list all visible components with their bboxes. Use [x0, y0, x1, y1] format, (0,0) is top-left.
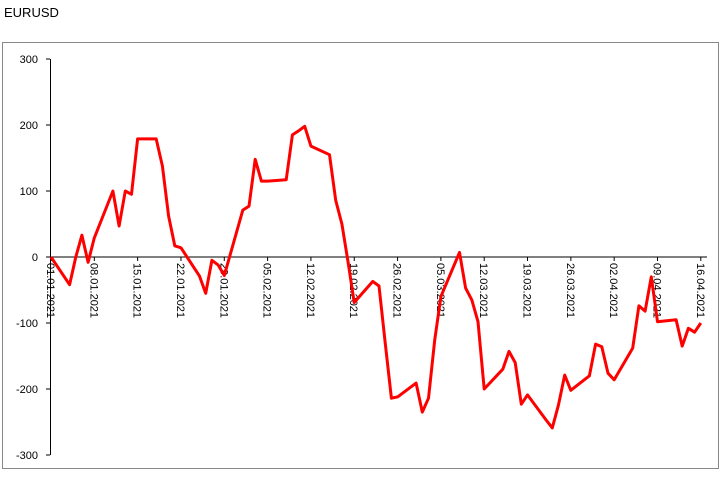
x-tick-label: 12.02.2021 — [304, 263, 316, 318]
y-tick-label: -100 — [16, 318, 38, 330]
chart-title: EURUSD — [4, 5, 59, 20]
x-tick-label: 02.04.2021 — [607, 263, 619, 318]
x-tick-label: 01.01.2021 — [44, 263, 56, 318]
x-tick-label: 05.02.2021 — [261, 263, 273, 318]
x-tick-label: 29.01.2021 — [217, 263, 229, 318]
y-tick-label: -300 — [16, 450, 38, 462]
x-tick-label: 22.01.2021 — [174, 263, 186, 318]
x-tick-label: 26.02.2021 — [391, 263, 403, 318]
y-tick-label: -200 — [16, 384, 38, 396]
x-tick-label: 05.03.2021 — [434, 263, 446, 318]
y-tick-label: 0 — [32, 252, 38, 264]
chart-frame — [2, 42, 719, 469]
x-tick-label: 15.01.2021 — [131, 263, 143, 318]
x-tick-label: 12.03.2021 — [477, 263, 489, 318]
y-tick-label: 300 — [20, 54, 38, 66]
y-tick-label: 100 — [20, 186, 38, 198]
x-tick-label: 08.01.2021 — [87, 263, 99, 318]
x-tick-label: 19.03.2021 — [521, 263, 533, 318]
x-tick-label: 26.03.2021 — [564, 263, 576, 318]
x-tick-label: 09.04.2021 — [650, 263, 662, 318]
x-tick-label: 16.04.2021 — [694, 263, 706, 318]
y-tick-label: 200 — [20, 120, 38, 132]
data-line — [49, 124, 703, 430]
